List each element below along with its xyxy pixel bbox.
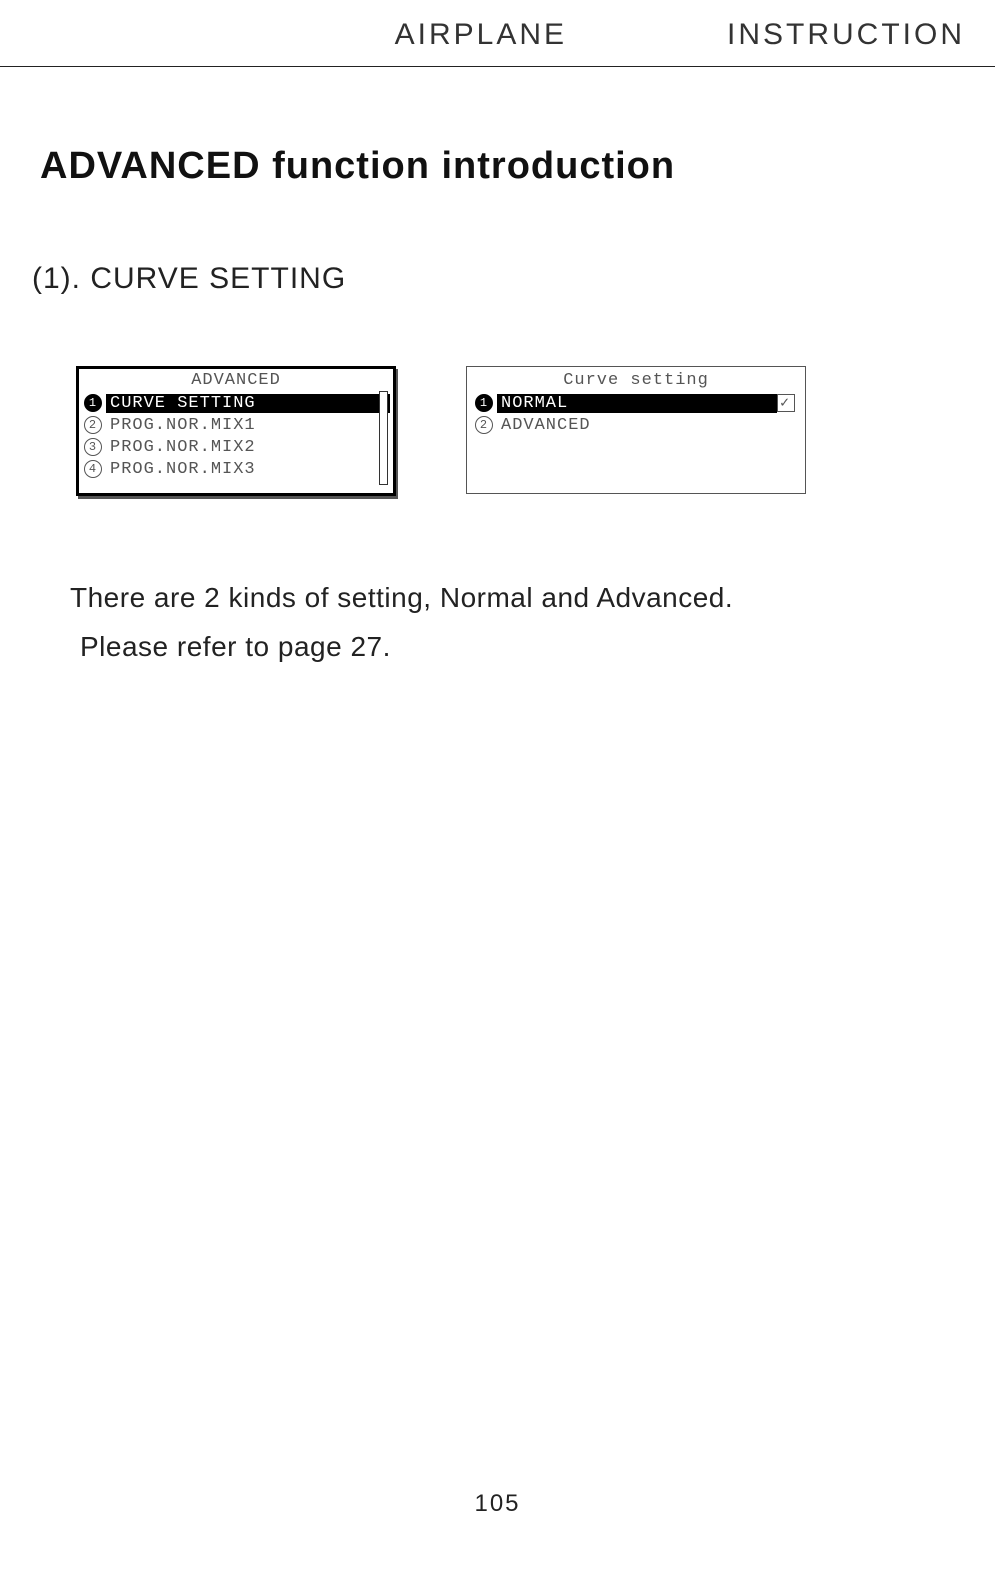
- checkbox-icon: [777, 394, 795, 412]
- page-header: AIRPLANE INSTRUCTION: [0, 0, 995, 67]
- header-left: AIRPLANE: [395, 18, 567, 52]
- page-number: 105: [0, 1490, 995, 1518]
- menu-item-advanced[interactable]: 2 ADVANCED: [473, 414, 799, 436]
- lcd-list-advanced: 1 CURVE SETTING 2 PROG.NOR.MIX1 3 PROG.N…: [82, 392, 390, 480]
- menu-item-label: PROG.NOR.MIX1: [106, 416, 260, 435]
- header-right: INSTRUCTION: [727, 18, 965, 52]
- menu-item-curve-setting[interactable]: 1 CURVE SETTING: [82, 392, 390, 414]
- menu-item-number: 3: [84, 438, 102, 456]
- menu-item-label: PROG.NOR.MIX2: [106, 438, 260, 457]
- menu-item-number: 4: [84, 460, 102, 478]
- menu-item-label: PROG.NOR.MIX3: [106, 460, 260, 479]
- body-line-1: There are 2 kinds of setting, Normal and…: [70, 576, 900, 621]
- screens-row: ADVANCED 1 CURVE SETTING 2 PROG.NOR.MIX1…: [76, 366, 995, 496]
- menu-item-prog-nor-mix3[interactable]: 4 PROG.NOR.MIX3: [82, 458, 390, 480]
- menu-item-label: CURVE SETTING: [106, 394, 390, 413]
- menu-item-prog-nor-mix1[interactable]: 2 PROG.NOR.MIX1: [82, 414, 390, 436]
- menu-item-label: ADVANCED: [497, 416, 595, 435]
- lcd-title-advanced: ADVANCED: [82, 371, 390, 390]
- body-line-2: Please refer to page 27.: [80, 625, 900, 670]
- menu-item-label: NORMAL: [497, 394, 777, 413]
- menu-item-number: 2: [84, 416, 102, 434]
- page-title: ADVANCED function introduction: [40, 145, 995, 188]
- menu-item-number: 1: [84, 394, 102, 412]
- menu-item-number: 2: [475, 416, 493, 434]
- body-text: There are 2 kinds of setting, Normal and…: [70, 576, 900, 670]
- menu-item-normal[interactable]: 1 NORMAL: [473, 392, 799, 414]
- menu-item-number: 1: [475, 394, 493, 412]
- menu-item-prog-nor-mix2[interactable]: 3 PROG.NOR.MIX2: [82, 436, 390, 458]
- section-subtitle: (1). CURVE SETTING: [32, 262, 995, 296]
- lcd-screen-curve-setting: Curve setting 1 NORMAL 2 ADVANCED: [466, 366, 806, 494]
- lcd-title-curve-setting: Curve setting: [473, 371, 799, 390]
- lcd-screen-advanced: ADVANCED 1 CURVE SETTING 2 PROG.NOR.MIX1…: [76, 366, 396, 496]
